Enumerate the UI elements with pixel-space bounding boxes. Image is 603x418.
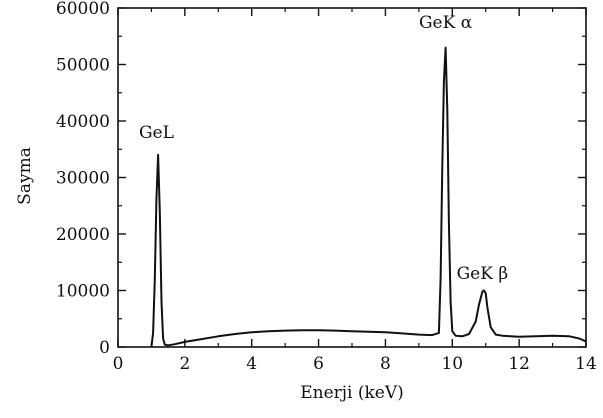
plot-area: [150, 46, 587, 348]
y-tick-label: 20000: [56, 225, 110, 245]
y-tick-label: 30000: [56, 169, 110, 189]
peak-annotations: GeL GeK α GeK β: [139, 13, 508, 284]
y-tick-label: 50000: [56, 56, 110, 76]
x-tick-label: 4: [246, 354, 257, 374]
peak-label: GeL: [139, 123, 174, 143]
y-tick-label: 10000: [56, 282, 110, 302]
x-tick-label: 10: [441, 354, 463, 374]
x-tick-label: 0: [113, 354, 124, 374]
spectrum-line: [150, 46, 587, 348]
y-tick-label: 40000: [56, 112, 110, 132]
x-tick-label: 8: [380, 354, 391, 374]
plot-frame: [117, 7, 587, 348]
peak-label: GeK α: [419, 13, 473, 33]
y-tick-label: 60000: [56, 0, 110, 19]
x-tick-label: 12: [508, 354, 530, 374]
x-tick-label: 6: [313, 354, 324, 374]
y-tick-label: 0: [99, 338, 110, 358]
axes: 0 2 4 6 8 10 12 14 0 10000 20000 30000 40000 50000 600…: [56, 0, 597, 374]
x-tick-label: 14: [575, 354, 597, 374]
peak-label: GeK β: [457, 264, 509, 284]
x-tick-label: 2: [179, 354, 190, 374]
y-axis-title: Sayma: [15, 147, 35, 205]
x-axis-title: Enerji (keV): [300, 383, 404, 403]
